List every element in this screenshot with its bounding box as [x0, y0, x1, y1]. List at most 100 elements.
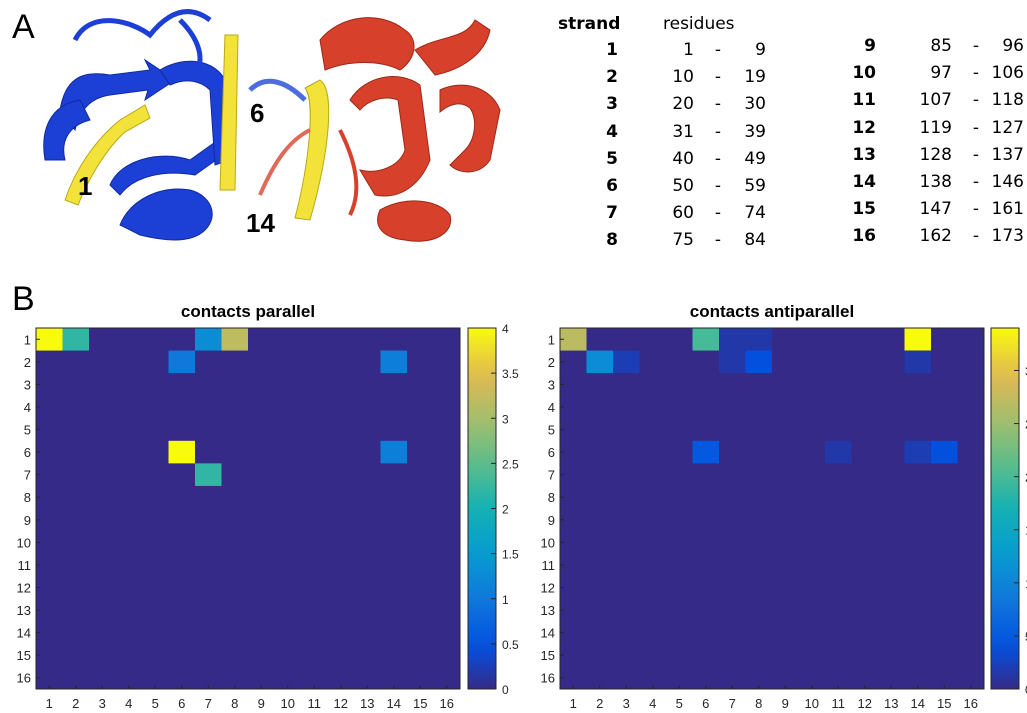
y-tick-label: 1 [24, 332, 31, 347]
residue-dash: - [972, 36, 980, 56]
x-tick-label: 3 [623, 696, 630, 711]
y-tick-label: 2 [548, 355, 555, 370]
residue-start: 20 [672, 94, 694, 115]
colorbar-tick-label: 30 [1025, 364, 1027, 378]
x-tick-label: 9 [258, 696, 265, 711]
x-tick-label: 8 [755, 696, 762, 711]
strand-number: 4 [606, 121, 618, 142]
x-tick-label: 2 [72, 696, 79, 711]
residue-dash: - [972, 144, 980, 165]
residue-dash: - [972, 90, 980, 111]
y-tick-label: 11 [18, 558, 32, 573]
x-tick-label: 7 [205, 696, 212, 711]
red-domain [258, 17, 501, 242]
heatmap-cell [692, 440, 719, 464]
x-tick-label: 12 [858, 696, 872, 711]
colorbar-tick-label: 0 [1025, 683, 1027, 697]
residue-end: 39 [744, 121, 766, 142]
strand-number: 11 [852, 90, 876, 111]
y-tick-label: 10 [17, 535, 31, 550]
colorbar-tick-label: 2.5 [502, 457, 519, 471]
colorbar-tick-label: 0.5 [502, 638, 519, 652]
structure-label-6: 6 [250, 98, 264, 128]
x-tick-label: 4 [125, 696, 132, 711]
residue-start: 40 [672, 148, 694, 169]
x-tick-label: 15 [413, 696, 427, 711]
y-tick-label: 7 [548, 468, 555, 483]
colorbar-tick-label: 2 [502, 503, 509, 517]
residue-end: 127 [991, 117, 1024, 138]
yellow-strands [64, 34, 330, 221]
heatmap-title-parallel: contacts parallel [180, 302, 316, 321]
x-tick-label: 5 [676, 696, 683, 711]
y-tick-label: 12 [17, 580, 31, 595]
residue-start: 31 [672, 121, 694, 142]
heatmap-cell [168, 440, 195, 464]
residue-dash: - [714, 230, 722, 251]
strand-number: 9 [864, 36, 876, 56]
x-tick-label: 16 [964, 696, 978, 711]
panel-label-a: A [12, 8, 35, 46]
y-tick-label: 3 [24, 377, 31, 392]
colorbar-tick-label: 5 [1025, 630, 1027, 644]
x-tick-label: 8 [231, 696, 238, 711]
residue-end: 137 [991, 144, 1024, 165]
y-tick-label: 3 [548, 377, 555, 392]
heatmap-cell [825, 440, 852, 464]
residue-end: 106 [991, 63, 1024, 84]
heatmap-cell [904, 350, 931, 374]
residue-start: 97 [930, 63, 952, 84]
heatmap-cell [719, 328, 746, 351]
strand-number: 5 [606, 148, 618, 169]
heatmap-cell [719, 350, 746, 374]
x-tick-label: 14 [911, 696, 925, 711]
x-tick-label: 6 [702, 696, 709, 711]
residue-dash: - [714, 67, 722, 88]
residue-end: 9 [755, 40, 766, 60]
residue-dash: - [714, 40, 722, 60]
strand-number: 6 [606, 176, 618, 196]
x-tick-label: 12 [334, 696, 348, 711]
residue-start: 85 [930, 36, 952, 56]
y-tick-label: 9 [548, 513, 555, 528]
residue-start: 107 [919, 90, 952, 111]
residue-start: 1 [683, 40, 694, 60]
strand-number: 2 [606, 67, 618, 88]
strand-number: 7 [606, 203, 618, 224]
strand-number: 15 [852, 199, 876, 220]
y-tick-label: 8 [24, 490, 31, 505]
heatmap-cell [380, 350, 407, 374]
residue-end: 146 [991, 172, 1024, 192]
x-tick-label: 11 [308, 696, 322, 711]
x-tick-label: 1 [46, 696, 53, 711]
residue-start: 119 [919, 117, 952, 138]
strand-number: 10 [852, 63, 876, 84]
heatmap-cell [36, 328, 63, 351]
strand-number: 12 [852, 117, 876, 138]
residue-dash: - [714, 148, 722, 169]
y-tick-label: 4 [548, 400, 555, 415]
heatmap-cell [745, 350, 772, 374]
heatmap-background [560, 328, 984, 689]
strand-number: 8 [606, 230, 618, 251]
heatmap-cell [586, 350, 613, 374]
residue-end: 19 [744, 67, 766, 88]
residue-dash: - [972, 199, 980, 220]
x-tick-label: 9 [782, 696, 789, 711]
x-tick-label: 10 [281, 696, 295, 711]
structure-label-14: 14 [246, 208, 275, 238]
residue-end: 74 [744, 203, 766, 224]
panel-label-b: B [12, 280, 35, 318]
residue-start: 138 [919, 172, 952, 192]
y-tick-label: 7 [24, 468, 31, 483]
heatmap-cell [931, 440, 958, 464]
residue-end: 84 [744, 230, 766, 251]
colorbar-tick-label: 1 [502, 593, 509, 607]
y-tick-label: 13 [17, 603, 31, 618]
strand-number: 1 [606, 40, 618, 60]
y-tick-label: 4 [24, 400, 31, 415]
x-tick-label: 3 [99, 696, 106, 711]
y-tick-label: 15 [541, 648, 555, 663]
residues-header: residues [663, 14, 735, 34]
